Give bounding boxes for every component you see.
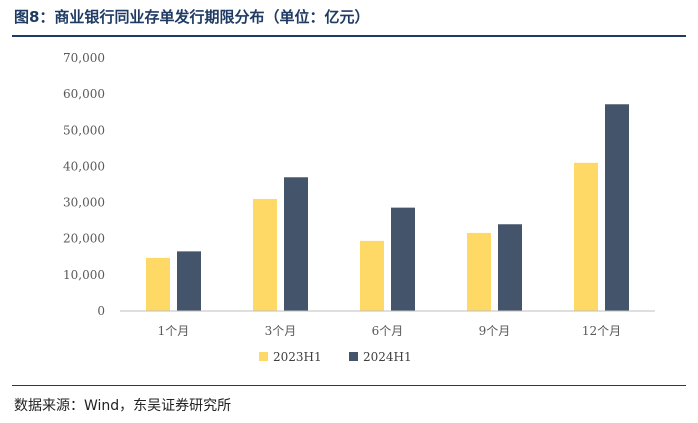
y-tick-label: 0 <box>97 304 105 318</box>
y-tick-label: 30,000 <box>63 196 105 210</box>
x-tick-label: 1个月 <box>158 324 190 338</box>
x-tick-label: 6个月 <box>372 324 404 338</box>
bar-2024h1-1 <box>177 251 201 311</box>
bar-series-group <box>146 104 629 312</box>
y-tick-label: 60,000 <box>63 87 105 101</box>
bar-2023h1-3 <box>360 240 384 311</box>
bar-2023h1-2 <box>253 198 277 311</box>
bar-chart: 0 10,000 20,000 30,000 40,000 50,000 60,000 70,… <box>63 51 655 364</box>
figure-title: 图8：商业银行同业存单发行期限分布（单位：亿元） <box>14 8 370 26</box>
bar-2023h1-4 <box>467 232 491 311</box>
bar-2024h1-4 <box>498 224 522 311</box>
source-divider <box>12 385 686 386</box>
x-tick-label: 3个月 <box>265 324 297 338</box>
bar-2024h1-2 <box>284 177 308 311</box>
title-divider <box>12 35 686 37</box>
legend-label: 2023H1 <box>273 350 322 364</box>
legend-label: 2024H1 <box>363 350 412 364</box>
bar-2023h1-1 <box>146 257 170 311</box>
source-note: 数据来源：Wind，东吴证券研究所 <box>14 398 232 414</box>
legend-swatch <box>259 352 268 361</box>
legend-swatch <box>349 352 358 361</box>
bar-2024h1-3 <box>391 207 415 311</box>
y-tick-label: 40,000 <box>63 159 105 173</box>
y-axis: 0 10,000 20,000 30,000 40,000 50,000 60,000 70,… <box>63 51 105 318</box>
y-tick-label: 20,000 <box>63 232 105 246</box>
x-tick-label: 12个月 <box>582 324 621 338</box>
bar-2023h1-5 <box>574 162 598 311</box>
x-axis: 1个月 3个月 6个月 9个月 12个月 <box>158 324 621 338</box>
bar-2024h1-5 <box>605 104 629 312</box>
x-tick-label: 9个月 <box>479 324 511 338</box>
y-tick-label: 10,000 <box>63 268 105 282</box>
y-tick-label: 70,000 <box>63 51 105 65</box>
y-tick-label: 50,000 <box>63 123 105 137</box>
legend: 2023H1 2024H1 <box>259 350 412 364</box>
